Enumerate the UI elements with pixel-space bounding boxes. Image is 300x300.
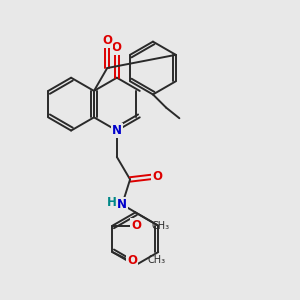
Text: O: O xyxy=(152,170,162,183)
Text: O: O xyxy=(127,254,137,266)
Text: N: N xyxy=(112,124,122,137)
Text: N: N xyxy=(117,198,127,211)
Text: O: O xyxy=(131,219,141,232)
Text: CH₃: CH₃ xyxy=(152,221,169,231)
Text: H: H xyxy=(107,196,117,209)
Text: CH₃: CH₃ xyxy=(147,255,166,265)
Text: O: O xyxy=(112,41,122,54)
Text: O: O xyxy=(102,34,112,47)
